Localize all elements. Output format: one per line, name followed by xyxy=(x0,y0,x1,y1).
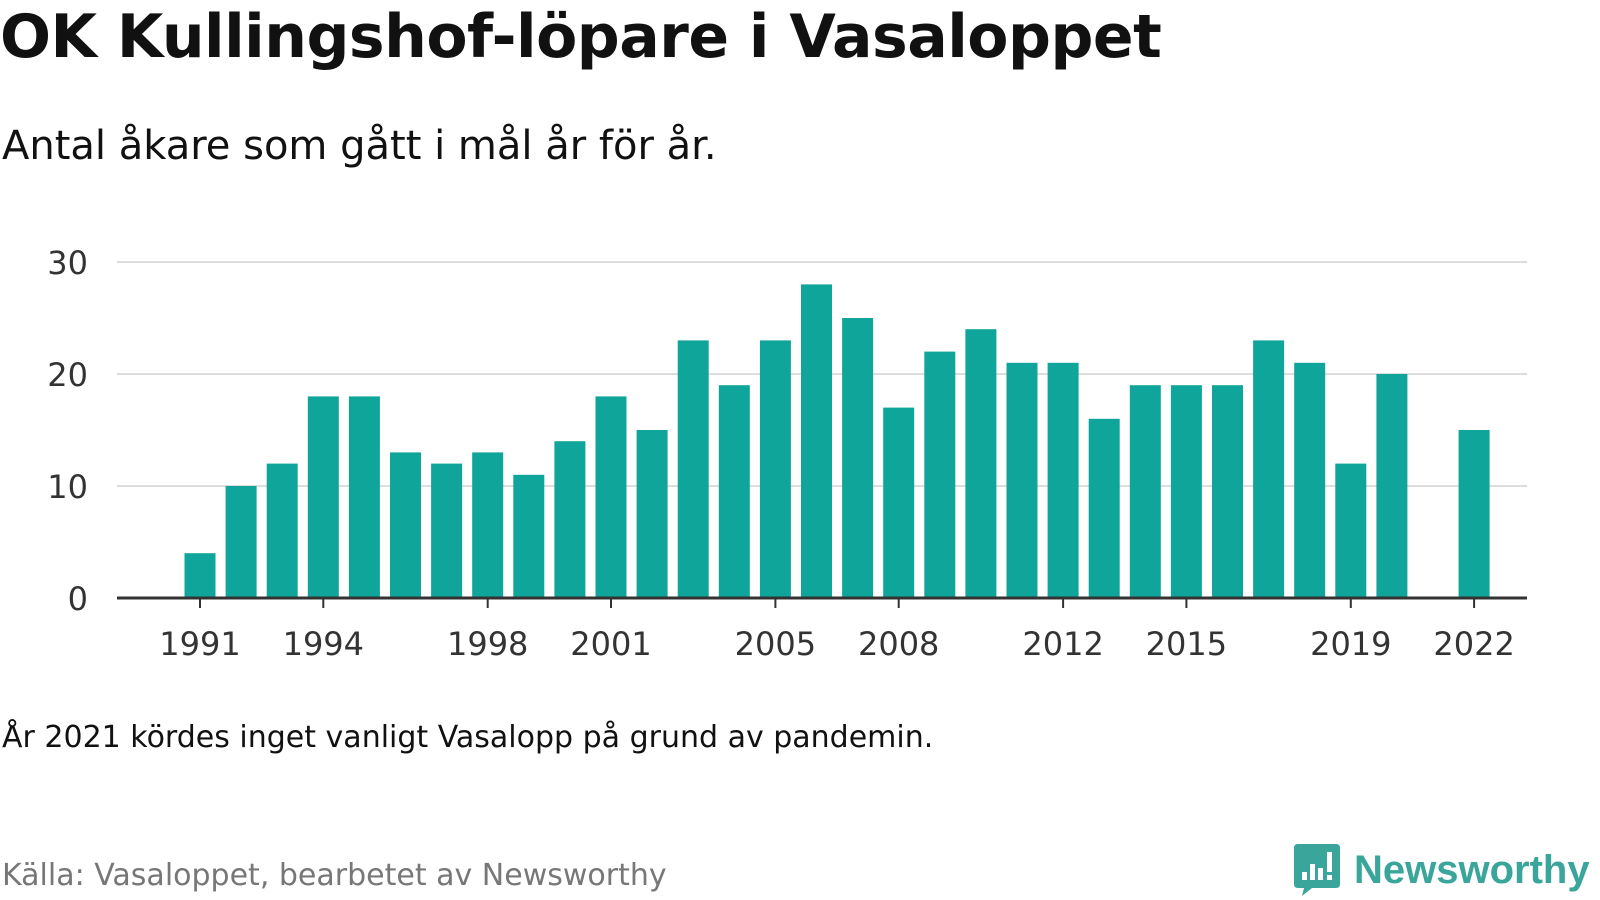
x-tick-label: 2005 xyxy=(735,625,816,663)
x-tick-label: 1991 xyxy=(159,625,240,663)
bar-2004[interactable] xyxy=(718,385,750,598)
bar-2012[interactable] xyxy=(1047,362,1079,598)
axes xyxy=(117,596,1527,608)
chart-title: OK Kullingshof-löpare i Vasaloppet xyxy=(0,2,1162,72)
x-tick-label: 1994 xyxy=(283,625,364,663)
bar-2007[interactable] xyxy=(842,318,874,598)
bar-1999[interactable] xyxy=(513,474,545,598)
y-tick-label: 30 xyxy=(47,244,88,282)
bar-2009[interactable] xyxy=(924,351,956,598)
bar-2005[interactable] xyxy=(759,340,791,598)
bars xyxy=(184,284,1490,598)
bar-1991[interactable] xyxy=(184,553,216,598)
bar-1998[interactable] xyxy=(472,452,504,598)
bar-2011[interactable] xyxy=(1006,362,1038,598)
source-credit: Källa: Vasaloppet, bearbetet av Newswort… xyxy=(2,858,667,893)
chart-subtitle: Antal åkare som gått i mål år för år. xyxy=(2,123,717,169)
bar-2013[interactable] xyxy=(1088,418,1120,598)
chart-note: År 2021 kördes inget vanligt Vasalopp på… xyxy=(2,720,934,755)
bar-2022[interactable] xyxy=(1458,430,1490,598)
bar-1997[interactable] xyxy=(431,463,463,598)
newsworthy-logo-icon xyxy=(1294,844,1340,896)
bar-2008[interactable] xyxy=(883,407,915,598)
bar-2010[interactable] xyxy=(965,329,997,598)
y-tick-label: 0 xyxy=(68,580,88,618)
bar-2006[interactable] xyxy=(801,284,832,598)
newsworthy-logo[interactable]: Newsworthy xyxy=(1292,842,1590,898)
bar-2014[interactable] xyxy=(1129,385,1161,598)
tick-labels: 0 10 20 30 1991 1994 1998 2001 2005 2008 2012 2015 2… xyxy=(47,244,1515,663)
bar-2016[interactable] xyxy=(1212,385,1243,598)
bar-2002[interactable] xyxy=(636,430,668,598)
bar-2019[interactable] xyxy=(1335,463,1367,598)
x-tick-label: 1998 xyxy=(447,625,528,663)
bar-2001[interactable] xyxy=(595,396,627,598)
bar-1993[interactable] xyxy=(266,463,298,598)
bar-2017[interactable] xyxy=(1253,340,1285,598)
bar-2000[interactable] xyxy=(554,441,586,598)
x-tick-label: 2019 xyxy=(1310,625,1391,663)
bar-1995[interactable] xyxy=(348,396,380,598)
x-tick-label: 2001 xyxy=(570,625,651,663)
bar-1994[interactable] xyxy=(307,396,339,598)
bar-2020[interactable] xyxy=(1376,374,1408,598)
bar-2003[interactable] xyxy=(677,340,709,598)
bar-2015[interactable] xyxy=(1170,385,1202,598)
x-tick-label: 2008 xyxy=(858,625,939,663)
bar-1992[interactable] xyxy=(225,486,257,598)
bar-1996[interactable] xyxy=(390,452,421,598)
x-tick-label: 2022 xyxy=(1433,625,1514,663)
x-tick-label: 2012 xyxy=(1022,625,1103,663)
bar-2018[interactable] xyxy=(1294,362,1326,598)
y-tick-label: 20 xyxy=(47,356,88,394)
x-tick-label: 2015 xyxy=(1146,625,1227,663)
y-tick-label: 10 xyxy=(47,468,88,506)
logo-text: Newsworthy xyxy=(1354,847,1590,892)
